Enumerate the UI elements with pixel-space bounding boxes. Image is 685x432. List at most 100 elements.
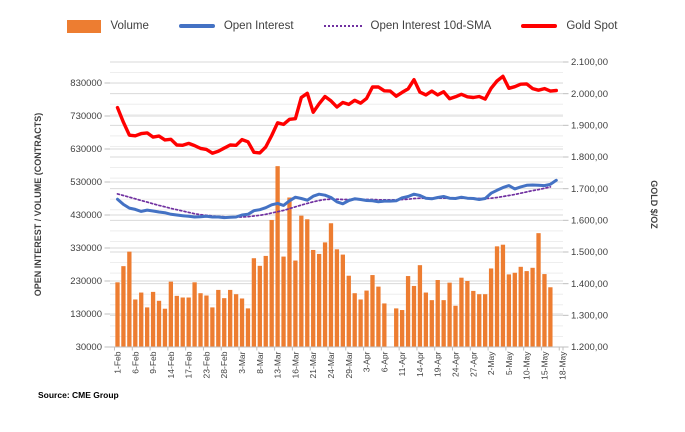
volume-bar bbox=[488, 268, 494, 347]
x-axis-tick-label: 14-Apr bbox=[415, 351, 425, 377]
volume-bar bbox=[269, 219, 274, 347]
volume-bar bbox=[204, 295, 209, 347]
volume-bar bbox=[483, 294, 488, 347]
left-axis-tick-label: 130000 bbox=[70, 309, 102, 320]
legend-item-open-interest-10d-sma: Open Interest 10d-SMA bbox=[323, 20, 491, 32]
volume-bar bbox=[198, 293, 203, 347]
volume-bar bbox=[340, 254, 345, 347]
volume-bar bbox=[411, 285, 417, 347]
volume-bar bbox=[150, 291, 156, 347]
volume-bar bbox=[228, 289, 233, 347]
source-note: Source: CME Group bbox=[38, 390, 119, 400]
x-axis-tick-label: 21-Mar bbox=[308, 351, 318, 378]
left-axis-title: OPEN INTEREST / VOLUME (CONTRACTS) bbox=[33, 113, 43, 297]
right-axis-tick-label: 2.100,00 bbox=[571, 57, 608, 68]
x-axis-tick-label: 16-Mar bbox=[290, 351, 300, 378]
volume-bar bbox=[192, 282, 197, 347]
right-axis-tick-label: 2.000,00 bbox=[571, 89, 608, 100]
volume-bar bbox=[477, 294, 482, 347]
volume-bar bbox=[423, 292, 429, 347]
volume-bar bbox=[435, 280, 440, 347]
x-axis-tick-label: 15-May bbox=[539, 351, 549, 380]
volume-bar bbox=[328, 223, 334, 347]
right-axis-tick-label: 1.900,00 bbox=[571, 121, 608, 132]
dotted-line-swatch-icon bbox=[323, 25, 362, 27]
volume-bar bbox=[447, 282, 452, 347]
volume-bar bbox=[399, 310, 405, 347]
legend-item-gold-spot: Gold Spot bbox=[521, 20, 618, 32]
right-axis-tick-label: 1.400,00 bbox=[571, 279, 608, 290]
x-axis-tick-label: 24-Apr bbox=[451, 351, 461, 377]
volume-bar bbox=[512, 272, 517, 347]
legend-label: Volume bbox=[110, 20, 149, 32]
x-axis-tick-label: 2-May bbox=[486, 351, 496, 375]
volume-bar bbox=[121, 266, 126, 347]
x-axis-tick-label: 17-Feb bbox=[184, 351, 194, 378]
legend-label: Gold Spot bbox=[566, 20, 618, 32]
volume-bar bbox=[305, 219, 310, 347]
volume-bar bbox=[453, 305, 458, 347]
x-axis-tick-label: 18-May bbox=[557, 351, 567, 380]
open-interest-line bbox=[116, 178, 558, 220]
x-axis-tick-label: 1-Feb bbox=[113, 351, 123, 373]
volume-bar bbox=[352, 293, 357, 347]
volume-bar bbox=[127, 251, 132, 347]
x-axis-tick-label: 8-Mar bbox=[255, 351, 265, 373]
volume-bar bbox=[405, 276, 411, 347]
line-swatch-icon bbox=[178, 24, 215, 28]
volume-bar bbox=[358, 299, 363, 347]
x-axis-tick-label: 6-Apr bbox=[379, 351, 389, 372]
volume-bar bbox=[257, 265, 262, 347]
volume-bar bbox=[471, 290, 476, 347]
chart-legend: Volume Open Interest Open Interest 10d-SMA… bbox=[0, 16, 685, 36]
volume-bar bbox=[518, 266, 523, 347]
volume-bar bbox=[370, 275, 375, 347]
volume-bar bbox=[145, 307, 150, 347]
left-axis-tick-label: 230000 bbox=[70, 276, 102, 287]
x-axis-tick-label: 28-Feb bbox=[219, 351, 229, 378]
sma-line bbox=[116, 186, 552, 218]
left-axis-tick-label: 730000 bbox=[70, 111, 102, 122]
volume-bar bbox=[139, 292, 144, 347]
volume-bar bbox=[376, 286, 381, 347]
right-axis-tick-label: 1.700,00 bbox=[571, 184, 608, 195]
volume-bar bbox=[334, 249, 340, 347]
volume-bar bbox=[299, 215, 304, 347]
volume-bar bbox=[311, 249, 316, 347]
left-axis-tick-label: 830000 bbox=[70, 78, 102, 89]
left-axis-tick-label: 630000 bbox=[70, 144, 102, 155]
volume-bar bbox=[115, 282, 120, 347]
volume-bar bbox=[162, 308, 168, 347]
volume-bar bbox=[346, 275, 351, 347]
volume-bar bbox=[287, 197, 292, 347]
volume-bar bbox=[524, 271, 529, 347]
volume-bar bbox=[536, 233, 541, 347]
gold-spot-line bbox=[115, 74, 558, 155]
left-axis-tick-label: 530000 bbox=[70, 177, 102, 188]
right-axis-tick-label: 1.600,00 bbox=[571, 216, 608, 227]
volume-bar bbox=[233, 294, 239, 347]
x-axis-tick-label: 19-Apr bbox=[433, 351, 443, 377]
x-axis-tick-label: 5-May bbox=[504, 351, 514, 375]
legend-item-volume: Volume bbox=[67, 19, 149, 33]
left-axis-tick-label: 330000 bbox=[70, 243, 102, 254]
volume-bar bbox=[506, 274, 512, 347]
volume-bar bbox=[417, 265, 423, 347]
volume-bar bbox=[293, 260, 298, 347]
x-axis-tick-label: 9-Feb bbox=[148, 351, 158, 373]
x-axis-tick-label: 23-Feb bbox=[201, 351, 211, 378]
volume-bar bbox=[251, 258, 257, 347]
x-axis-tick-label: 29-Mar bbox=[344, 351, 354, 378]
volume-bar bbox=[500, 244, 506, 347]
volume-bar bbox=[441, 300, 446, 347]
volume-bar bbox=[168, 281, 174, 347]
volume-bar bbox=[133, 299, 138, 347]
volume-bar bbox=[530, 267, 535, 347]
volume-bar bbox=[542, 274, 547, 347]
legend-item-open-interest: Open Interest bbox=[178, 20, 294, 32]
volume-bar bbox=[174, 295, 179, 347]
x-axis-tick-label: 3-Mar bbox=[237, 351, 247, 373]
bar-swatch-icon bbox=[67, 19, 102, 33]
right-axis-tick-label: 1.500,00 bbox=[571, 247, 608, 258]
